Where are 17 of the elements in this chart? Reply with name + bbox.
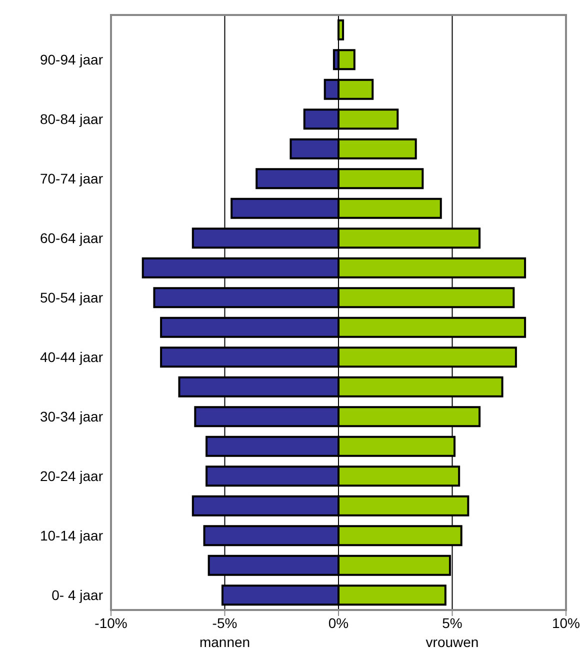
- y-tick-label: 90-94 jaar: [40, 52, 104, 68]
- x-tick-label: -5%: [212, 614, 238, 631]
- text: vrouwen: [424, 634, 480, 650]
- y-tick-label: 80-84 jaar: [40, 111, 104, 128]
- y-tick-label: 0- 4 jaar: [52, 587, 104, 604]
- y-tick-label: 60-64 jaar: [40, 230, 104, 246]
- y-tick-label: 70-74 jaar: [40, 170, 104, 187]
- x-tick-label: 10%: [552, 614, 580, 631]
- x-tick-label: -10%: [94, 614, 128, 631]
- y-tick-label: 50-54 jaar: [40, 290, 104, 306]
- y-tick-label: 40-44 jaar: [40, 349, 104, 366]
- y-tick-label: 10-14 jaar: [40, 528, 104, 544]
- x-tick-label: 5%: [442, 614, 462, 631]
- y-tick-label: 30-34 jaar: [40, 408, 104, 425]
- x-tick-label: 0%: [328, 614, 349, 631]
- text: mannen: [198, 634, 252, 650]
- y-tick-label: 20-24 jaar: [40, 468, 104, 484]
